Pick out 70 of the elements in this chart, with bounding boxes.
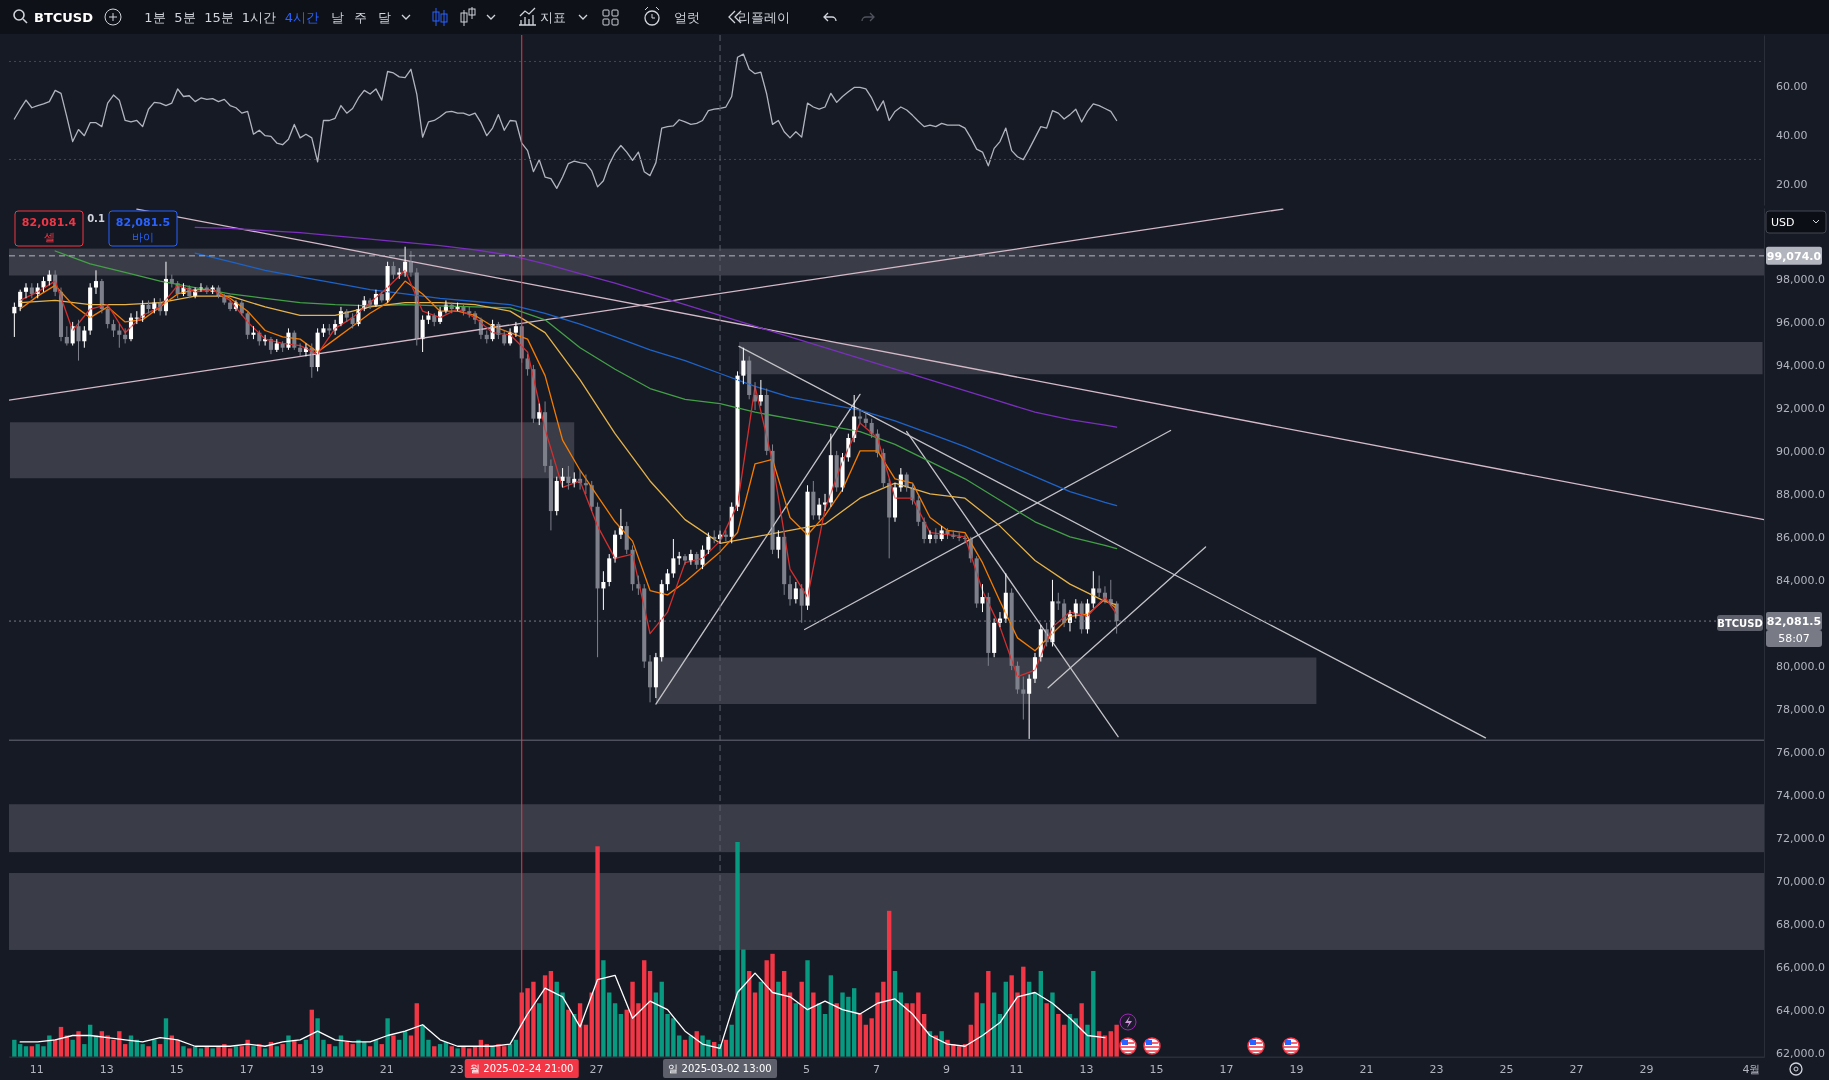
text: 1시간 <box>241 10 277 25</box>
x-tick-label: 27 <box>589 1062 604 1076</box>
y-tick-label: 96,000.0 <box>1776 315 1825 329</box>
text: 얼럿 <box>674 10 700 25</box>
currency-select: USD <box>1765 210 1827 234</box>
annotation: 82,081.4 <box>21 216 77 229</box>
y-tick-label: 80,000.0 <box>1776 659 1825 673</box>
text: 리플레이 <box>738 10 790 25</box>
y-tick-label: 64,000.0 <box>1776 1003 1825 1017</box>
x-tick-label: 23 <box>449 1062 464 1076</box>
x-tick-label: 7 <box>873 1062 881 1076</box>
x-tick-label: 19 <box>1289 1062 1304 1076</box>
text: BTCUSD <box>34 10 94 25</box>
x-tick-label: 21 <box>1359 1062 1374 1076</box>
y-tick-label: 84,000.0 <box>1776 573 1825 587</box>
y-tick-label: 98,000.0 <box>1776 272 1825 286</box>
x-tick-label: 11 <box>1009 1062 1024 1076</box>
annotation: 셀 <box>43 231 55 244</box>
text: 15분 <box>204 10 234 25</box>
x-tick-label: 21 <box>379 1062 394 1076</box>
countdown-tag: 58:07 <box>1766 630 1822 648</box>
x-tick-label: 25 <box>1499 1062 1514 1076</box>
y-tick-label: 88,000.0 <box>1776 487 1825 501</box>
text: 4시간 <box>284 10 320 25</box>
text: 1분 <box>144 10 166 25</box>
x-tick-label: 29 <box>1639 1062 1654 1076</box>
x-tick-label: 4월 <box>1742 1062 1761 1076</box>
buy-button: 82,081.5 바이 <box>108 210 178 247</box>
x-tick-label: 13 <box>1079 1062 1094 1076</box>
x-tick-label: 27 <box>1569 1062 1584 1076</box>
y-tick-label: 62,000.0 <box>1776 1046 1825 1060</box>
x-tick-label: 17 <box>239 1062 254 1076</box>
y-tick-label: 92,000.0 <box>1776 401 1825 415</box>
x-tick-label: 23 <box>1429 1062 1444 1076</box>
x-tick-label: 9 <box>943 1062 951 1076</box>
x-tick-label: 17 <box>1219 1062 1234 1076</box>
date-tag: 일 2025-03-02 13:00 <box>663 1059 778 1078</box>
text: 주 <box>353 10 367 25</box>
ref-line-label: 월 2025-02-24 21:00 <box>470 1063 574 1074</box>
text: 지표 <box>540 10 566 25</box>
y-tick-label: 90,000.0 <box>1776 444 1825 458</box>
text: 달 <box>377 10 391 25</box>
y-tick-label: 74,000.0 <box>1776 788 1825 802</box>
x-tick-label: 13 <box>99 1062 114 1076</box>
x-tick-label: 5 <box>803 1062 811 1076</box>
y-tick-label: 76,000.0 <box>1776 745 1825 759</box>
x-tick-label: 11 <box>29 1062 44 1076</box>
sell-button: 82,081.4 셀 <box>14 210 84 247</box>
y-tick-label: 68,000.0 <box>1776 917 1825 931</box>
annotation: 바이 <box>132 231 154 244</box>
y-tick-label: 20.00 <box>1776 177 1808 191</box>
y-tick-label: 72,000.0 <box>1776 831 1825 845</box>
y-tick-label: 60.00 <box>1776 79 1808 93</box>
text: 5분 <box>174 10 196 25</box>
date-tag: 월 2025-02-24 21:00 <box>464 1059 579 1078</box>
symbol-tag: BTCUSD <box>1717 615 1763 631</box>
x-tick-label: 15 <box>169 1062 184 1076</box>
annotation: 0.1 <box>87 213 105 224</box>
y-tick-label: 86,000.0 <box>1776 530 1825 544</box>
y-tick-label: 70,000.0 <box>1776 874 1825 888</box>
annotation: 82,081.5 <box>115 216 171 229</box>
x-tick-label: 15 <box>1149 1062 1164 1076</box>
ref-line-label: 일 2025-03-02 13:00 <box>668 1063 772 1074</box>
y-tick-label: 94,000.0 <box>1776 358 1825 372</box>
y-tick-label: 40.00 <box>1776 128 1808 142</box>
y-tick-label: 78,000.0 <box>1776 702 1825 716</box>
price-tag: 82,081.5 <box>1766 612 1822 631</box>
y-tick-label: 66,000.0 <box>1776 960 1825 974</box>
text: 날 <box>330 10 344 25</box>
x-tick-label: 19 <box>309 1062 324 1076</box>
